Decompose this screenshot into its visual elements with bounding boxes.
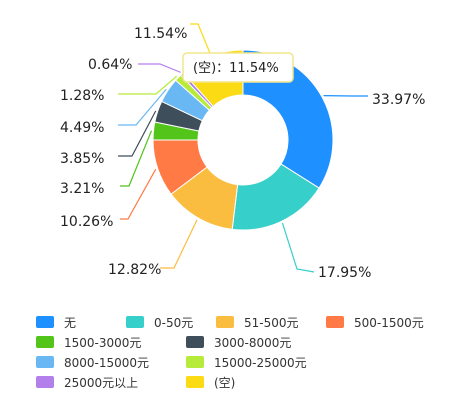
legend-swatch	[186, 356, 204, 368]
leader-line-1500-3000	[120, 130, 153, 187]
leader-line-15000-25000	[118, 75, 178, 95]
pct-label-0-50: 17.95%	[318, 265, 371, 281]
pct-label-8000-15000: 4.49%	[60, 120, 104, 136]
legend-item-8000-15000[interactable]: 8000-15000元	[36, 352, 149, 372]
legend: 无 0-50元 51-500元 500-1500元 1500-3000元 300…	[36, 312, 456, 392]
legend-item-empty[interactable]: (空)	[186, 372, 235, 392]
tooltip-box	[182, 52, 294, 83]
legend-label: 3000-8000元	[214, 335, 292, 350]
legend-swatch	[216, 316, 234, 328]
leader-line-empty	[190, 23, 211, 55]
legend-item-25000-plus[interactable]: 25000元以上	[36, 372, 138, 392]
leader-line-8000-15000	[118, 88, 167, 126]
legend-swatch	[36, 376, 54, 388]
pct-label-none: 33.97%	[372, 92, 425, 108]
legend-swatch	[36, 336, 54, 348]
legend-label: 无	[64, 315, 77, 330]
percentage-labels: 33.97% 17.95% 12.82% 10.26% 3.21% 3.85% 4.49% 1…	[60, 26, 425, 281]
leader-line-51-500	[160, 219, 198, 269]
legend-swatch	[326, 316, 344, 328]
leader-line-500-1500	[120, 168, 157, 220]
leader-line-0-50	[281, 222, 315, 273]
pct-label-1500-3000: 3.21%	[60, 181, 104, 197]
slice-none[interactable]	[242, 49, 334, 189]
legend-label: 0-50元	[154, 315, 194, 330]
legend-row-2: 1500-3000元 3000-8000元	[36, 332, 456, 352]
legend-swatch	[186, 336, 204, 348]
pct-label-51-500: 12.82%	[108, 262, 161, 278]
legend-item-none[interactable]: 无	[36, 312, 76, 332]
legend-item-1500-3000[interactable]: 1500-3000元	[36, 332, 141, 352]
legend-item-3000-8000[interactable]: 3000-8000元	[186, 332, 291, 352]
legend-row-3: 8000-15000元 15000-25000元	[36, 352, 456, 372]
pct-label-3000-8000: 3.85%	[60, 151, 104, 167]
legend-label: (空)	[214, 375, 236, 390]
leader-lines	[118, 23, 368, 273]
legend-item-0-50[interactable]: 0-50元	[126, 312, 193, 332]
legend-label: 15000-25000元	[214, 355, 307, 370]
legend-label: 8000-15000元	[64, 355, 150, 370]
leader-line-3000-8000	[118, 110, 157, 157]
legend-label: 51-500元	[244, 315, 299, 330]
legend-label: 500-1500元	[354, 315, 424, 330]
legend-item-15000-25000[interactable]: 15000-25000元	[186, 352, 307, 372]
pct-label-15000-25000: 1.28%	[60, 88, 104, 104]
legend-label: 25000元以上	[64, 375, 139, 390]
legend-swatch	[36, 316, 54, 328]
legend-row-1: 无 0-50元 51-500元 500-1500元	[36, 312, 456, 332]
tooltip-text: (空)：11.54%	[193, 61, 279, 76]
legend-label: 1500-3000元	[64, 335, 142, 350]
legend-swatch	[36, 356, 54, 368]
pct-label-25000-plus: 0.64%	[88, 57, 132, 73]
tooltip: (空)：11.54%	[182, 52, 294, 83]
legend-swatch	[186, 376, 204, 388]
legend-swatch	[126, 316, 144, 328]
pct-label-500-1500: 10.26%	[60, 214, 113, 230]
legend-item-500-1500[interactable]: 500-1500元	[326, 312, 424, 332]
legend-row-4: 25000元以上 (空)	[36, 372, 456, 392]
leader-line-25000-plus	[138, 63, 181, 73]
legend-item-51-500[interactable]: 51-500元	[216, 312, 299, 332]
pct-label-empty: 11.54%	[134, 26, 187, 42]
